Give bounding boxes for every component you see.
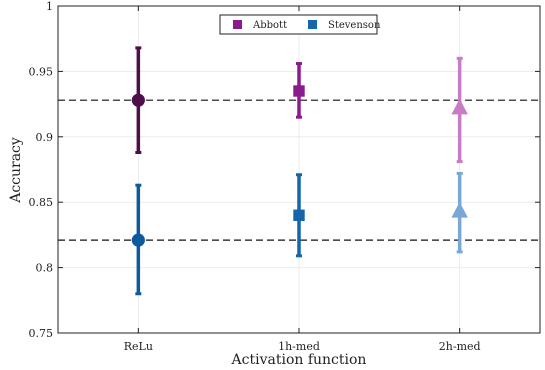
data-series [131,46,468,296]
legend-marker [308,20,317,29]
data-point-circle [131,233,145,247]
data-point-triangle [451,202,468,218]
data-point-group [451,171,468,254]
y-tick-label: 0.9 [36,131,54,144]
y-tick-label: 0.95 [29,65,54,78]
data-point-group [293,62,305,119]
legend: Abbott Stevenson [219,14,381,35]
axes: 0.75 0.8 0.85 0.9 0.95 1 ReLu 1h-med 2h-med [29,0,541,353]
data-point-group [131,183,145,296]
y-axis-label: Accuracy [8,137,24,204]
x-axis-label: Activation function [231,352,367,368]
legend-box [219,14,378,35]
x-tick-label: ReLu [124,340,153,353]
data-point-square [293,209,305,221]
data-point-group [293,173,305,258]
legend-label: Abbott [252,20,287,31]
data-point-group [131,46,145,154]
legend-marker [233,20,242,29]
data-point-circle [131,93,145,107]
data-point-group [451,56,468,164]
y-tick-label: 0.8 [36,262,54,275]
y-tick-label: 1 [46,0,53,13]
y-tick-label: 0.75 [29,327,54,340]
y-tick-label: 0.85 [29,196,54,209]
data-point-triangle [451,98,468,115]
x-tick-label: 1h-med [278,340,320,353]
x-tick-label: 2h-med [439,340,481,353]
legend-label: Stevenson [328,20,381,31]
data-point-square [293,85,305,97]
